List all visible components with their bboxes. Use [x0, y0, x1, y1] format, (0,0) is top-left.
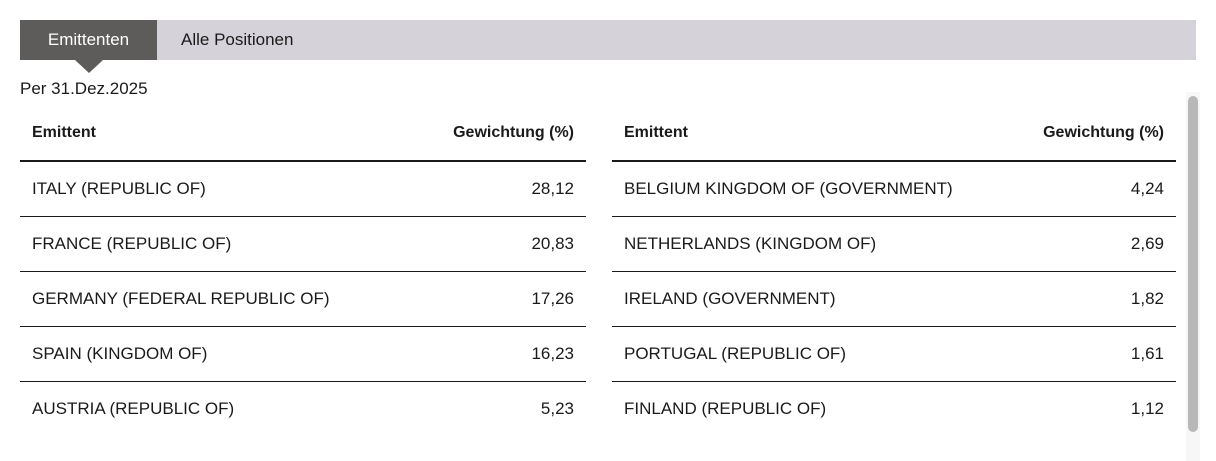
tab-emittenten[interactable]: Emittenten: [20, 20, 157, 73]
table-row: ITALY (REPUBLIC OF) 28,12: [20, 161, 586, 217]
issuer-cell: AUSTRIA (REPUBLIC OF): [32, 398, 235, 418]
issuer-cell: IRELAND (GOVERNMENT): [612, 271, 894, 327]
column-header-issuer: Emittent: [20, 113, 303, 162]
issuer-cell: FINLAND (REPUBLIC OF): [624, 398, 827, 418]
weight-cell: 4,24: [894, 161, 1176, 217]
weight-cell: 5,23: [540, 398, 574, 418]
table-header-row: Emittent Gewichtung (%): [20, 113, 586, 162]
table-row: NETHERLANDS (KINGDOM OF) 2,69: [612, 216, 1176, 272]
weight-cell: 1,61: [894, 326, 1176, 382]
holdings-table-left: Emittent Gewichtung (%) ITALY (REPUBLIC …: [20, 113, 586, 436]
table-row: AUSTRIA (REPUBLIC OF) 5,23: [20, 381, 586, 436]
table-row: FRANCE (REPUBLIC OF) 20,83: [20, 216, 586, 272]
vertical-scrollbar-track[interactable]: [1186, 92, 1200, 461]
tab-bar: Emittenten Alle Positionen: [20, 20, 1196, 73]
weight-cell: 16,23: [303, 326, 586, 382]
issuer-cell: GERMANY (FEDERAL REPUBLIC OF): [20, 271, 330, 327]
issuer-cell: BELGIUM KINGDOM OF (GOVERNMENT): [612, 161, 953, 217]
as-of-date-label: Per 31.Dez.2025: [20, 79, 148, 98]
issuer-cell: PORTUGAL (REPUBLIC OF): [612, 326, 894, 382]
weight-cell: 2,69: [894, 216, 1176, 272]
column-header-weight: Gewichtung (%): [303, 113, 586, 162]
column-header-weight: Gewichtung (%): [894, 113, 1176, 162]
issuer-cell: ITALY (REPUBLIC OF): [20, 161, 303, 217]
tab-alle-positionen-label: Alle Positionen: [181, 30, 294, 49]
table-row: FINLAND (REPUBLIC OF) 1,12: [612, 381, 1176, 436]
holdings-table-right: Emittent Gewichtung (%) BELGIUM KINGDOM …: [612, 113, 1176, 436]
weight-cell: 28,12: [303, 161, 586, 217]
issuer-cell: NETHERLANDS (KINGDOM OF): [612, 216, 894, 272]
vertical-scrollbar-thumb[interactable]: [1188, 96, 1198, 432]
weight-cell: 1,12: [1130, 398, 1164, 418]
table-row: BELGIUM KINGDOM OF (GOVERNMENT) 4,24: [612, 161, 1176, 217]
issuer-cell: FRANCE (REPUBLIC OF): [20, 216, 303, 272]
table-row: IRELAND (GOVERNMENT) 1,82: [612, 271, 1176, 327]
holdings-tables: Emittent Gewichtung (%) ITALY (REPUBLIC …: [20, 113, 1176, 436]
active-tab-pointer: [74, 60, 103, 73]
table-row: GERMANY (FEDERAL REPUBLIC OF) 17,26: [20, 271, 586, 327]
tab-emittenten-label: Emittenten: [47, 30, 130, 49]
issuer-cell: SPAIN (KINGDOM OF): [20, 326, 303, 382]
weight-cell: 1,82: [894, 271, 1176, 327]
tab-alle-positionen[interactable]: Alle Positionen: [157, 20, 317, 60]
table-row: PORTUGAL (REPUBLIC OF) 1,61: [612, 326, 1176, 382]
column-header-issuer: Emittent: [612, 113, 894, 162]
table-row: SPAIN (KINGDOM OF) 16,23: [20, 326, 586, 382]
weight-cell: 20,83: [303, 216, 586, 272]
table-header-row: Emittent Gewichtung (%): [612, 113, 1176, 162]
weight-cell: 17,26: [303, 271, 586, 327]
